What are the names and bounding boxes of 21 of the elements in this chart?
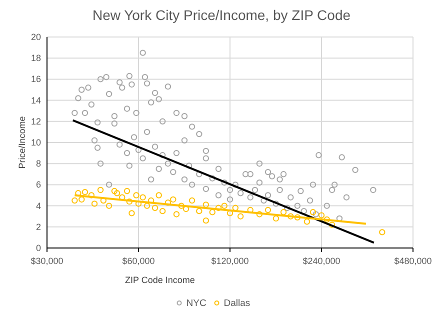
legend-label: NYC: [186, 298, 206, 309]
y-tick-label: 18: [30, 53, 41, 64]
x-axis-title: ZIP Code Income: [125, 275, 195, 285]
y-tick-label: 12: [30, 116, 41, 126]
x-tick-label: $120,000: [211, 256, 249, 266]
y-tick-label: 6: [36, 180, 41, 190]
y-tick-label: 20: [30, 32, 41, 42]
y-tick-label: 8: [36, 158, 41, 169]
y-tick-label: 14: [30, 95, 41, 106]
y-tick-label: 4: [36, 200, 41, 211]
x-tick-label: $480,000: [394, 256, 432, 266]
y-tick-label: 10: [30, 138, 41, 148]
y-tick-label: 0: [36, 243, 41, 253]
x-tick-label: $30,000: [30, 256, 64, 266]
x-tick-label: $240,000: [302, 256, 340, 266]
chart-title: New York City Price/Income, by ZIP Code: [92, 7, 351, 23]
x-tick-label: $60,000: [122, 256, 155, 266]
legend-label: Dallas: [224, 298, 250, 309]
y-tick-label: 16: [30, 74, 41, 84]
y-tick-label: 2: [36, 222, 41, 232]
y-axis-title: Price/Income: [17, 116, 27, 169]
